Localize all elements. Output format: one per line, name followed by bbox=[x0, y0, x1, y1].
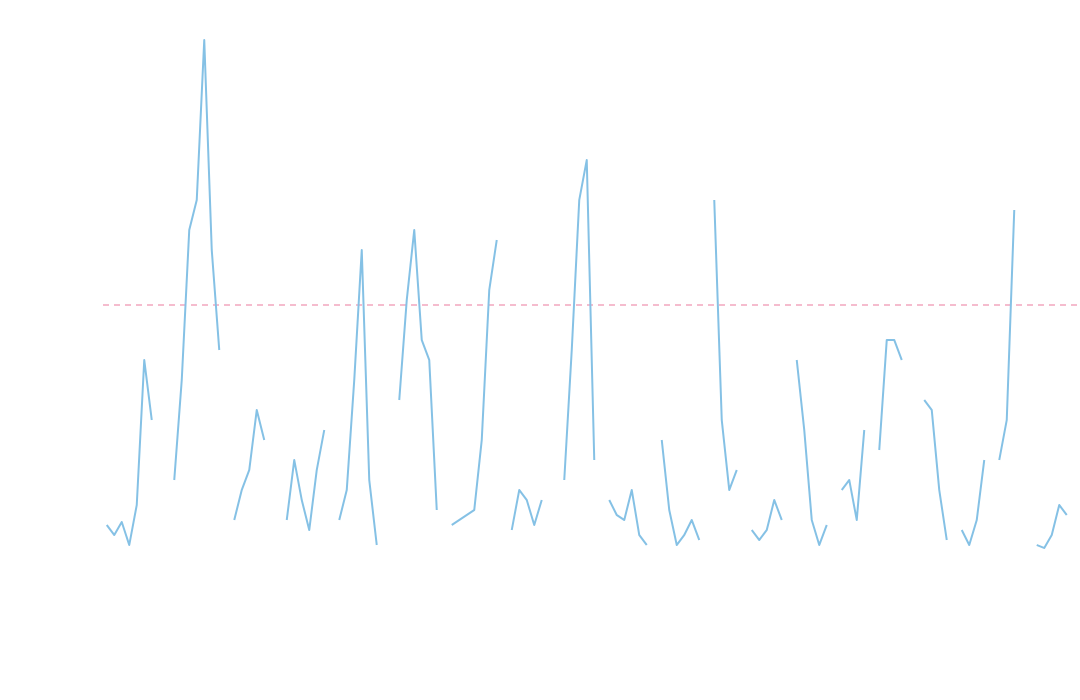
data-line bbox=[105, 39, 1068, 549]
